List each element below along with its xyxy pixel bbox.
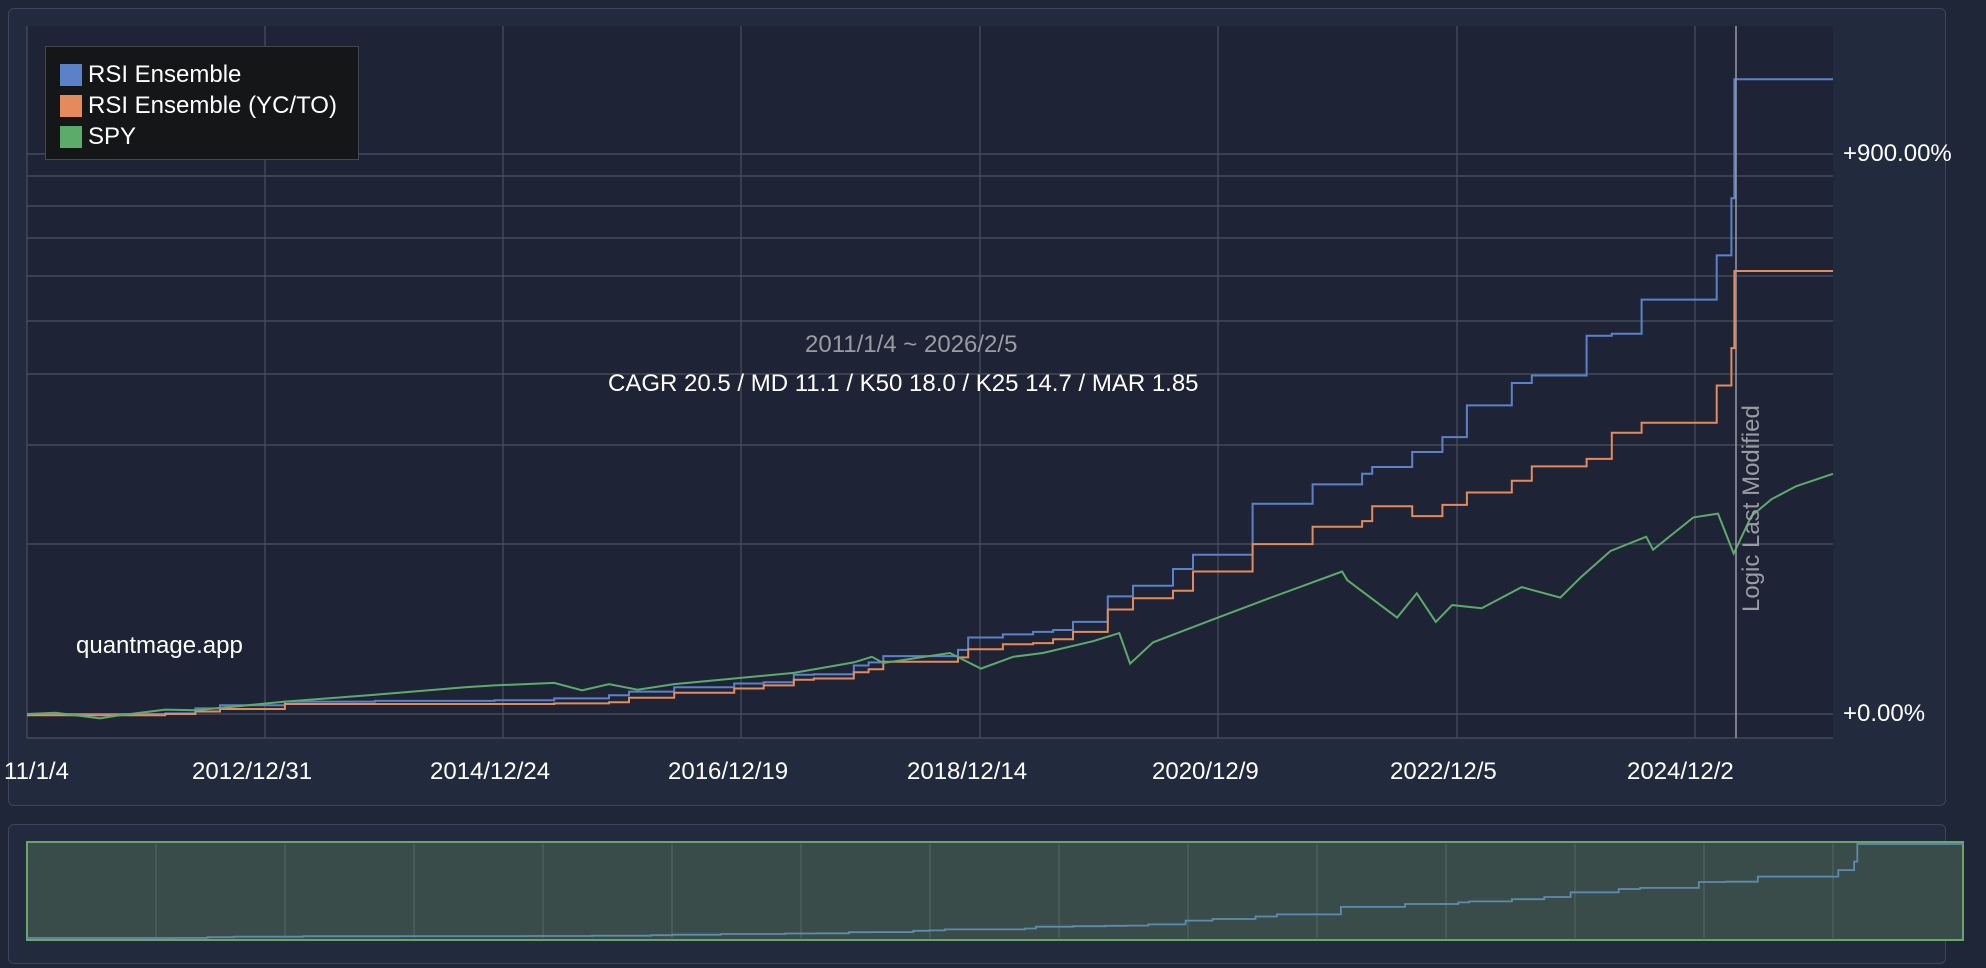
logic-last-modified-label: Logic Last Modified (1738, 405, 1765, 612)
series-line-rsi-ensemble (27, 78, 1833, 715)
legend: RSI Ensemble RSI Ensemble (YC/TO) SPY (45, 46, 359, 160)
legend-item-rsi-ensemble[interactable]: RSI Ensemble (60, 59, 358, 90)
legend-item-rsi-ensemble-yc-to[interactable]: RSI Ensemble (YC/TO) (60, 90, 358, 121)
legend-label: RSI Ensemble (YC/TO) (88, 91, 337, 119)
x-tick-label: 2024/12/2 (1627, 758, 1734, 785)
navigator-series (27, 843, 1963, 939)
x-tick-label: 2022/12/5 (1390, 758, 1497, 785)
navigator-window[interactable] (26, 841, 1964, 941)
y-tick-label: +0.00% (1843, 700, 1926, 727)
date-range-label: 2011/1/4 ~ 2026/2/5 (805, 331, 1018, 358)
x-tick-label: 11/1/4 (4, 758, 69, 785)
x-tick-label: 2016/12/19 (668, 758, 789, 785)
x-tick-label: 2012/12/31 (192, 758, 313, 785)
series-line-rsi-ensemble-yc-to (27, 270, 1833, 717)
series-layer (26, 78, 1834, 720)
legend-swatch (60, 94, 82, 117)
x-tick-label: 2020/12/9 (1152, 758, 1259, 785)
x-tick-label: 2014/12/24 (430, 758, 551, 785)
legend-item-spy[interactable]: SPY (60, 121, 358, 152)
watermark: quantmage.app (76, 632, 243, 659)
navigator-grid (155, 844, 1834, 938)
legend-label: RSI Ensemble (88, 60, 242, 88)
x-tick-label: 2018/12/14 (907, 758, 1028, 785)
grid (26, 26, 1833, 739)
legend-swatch (60, 125, 82, 148)
legend-swatch (60, 63, 82, 86)
y-tick-label: +900.00% (1843, 140, 1952, 167)
legend-label: SPY (88, 122, 137, 150)
stats-label: CAGR 20.5 / MD 11.1 / K50 18.0 / K25 14.… (608, 370, 1199, 397)
series-line-spy (26, 472, 1834, 720)
navigator-line (27, 843, 1963, 939)
